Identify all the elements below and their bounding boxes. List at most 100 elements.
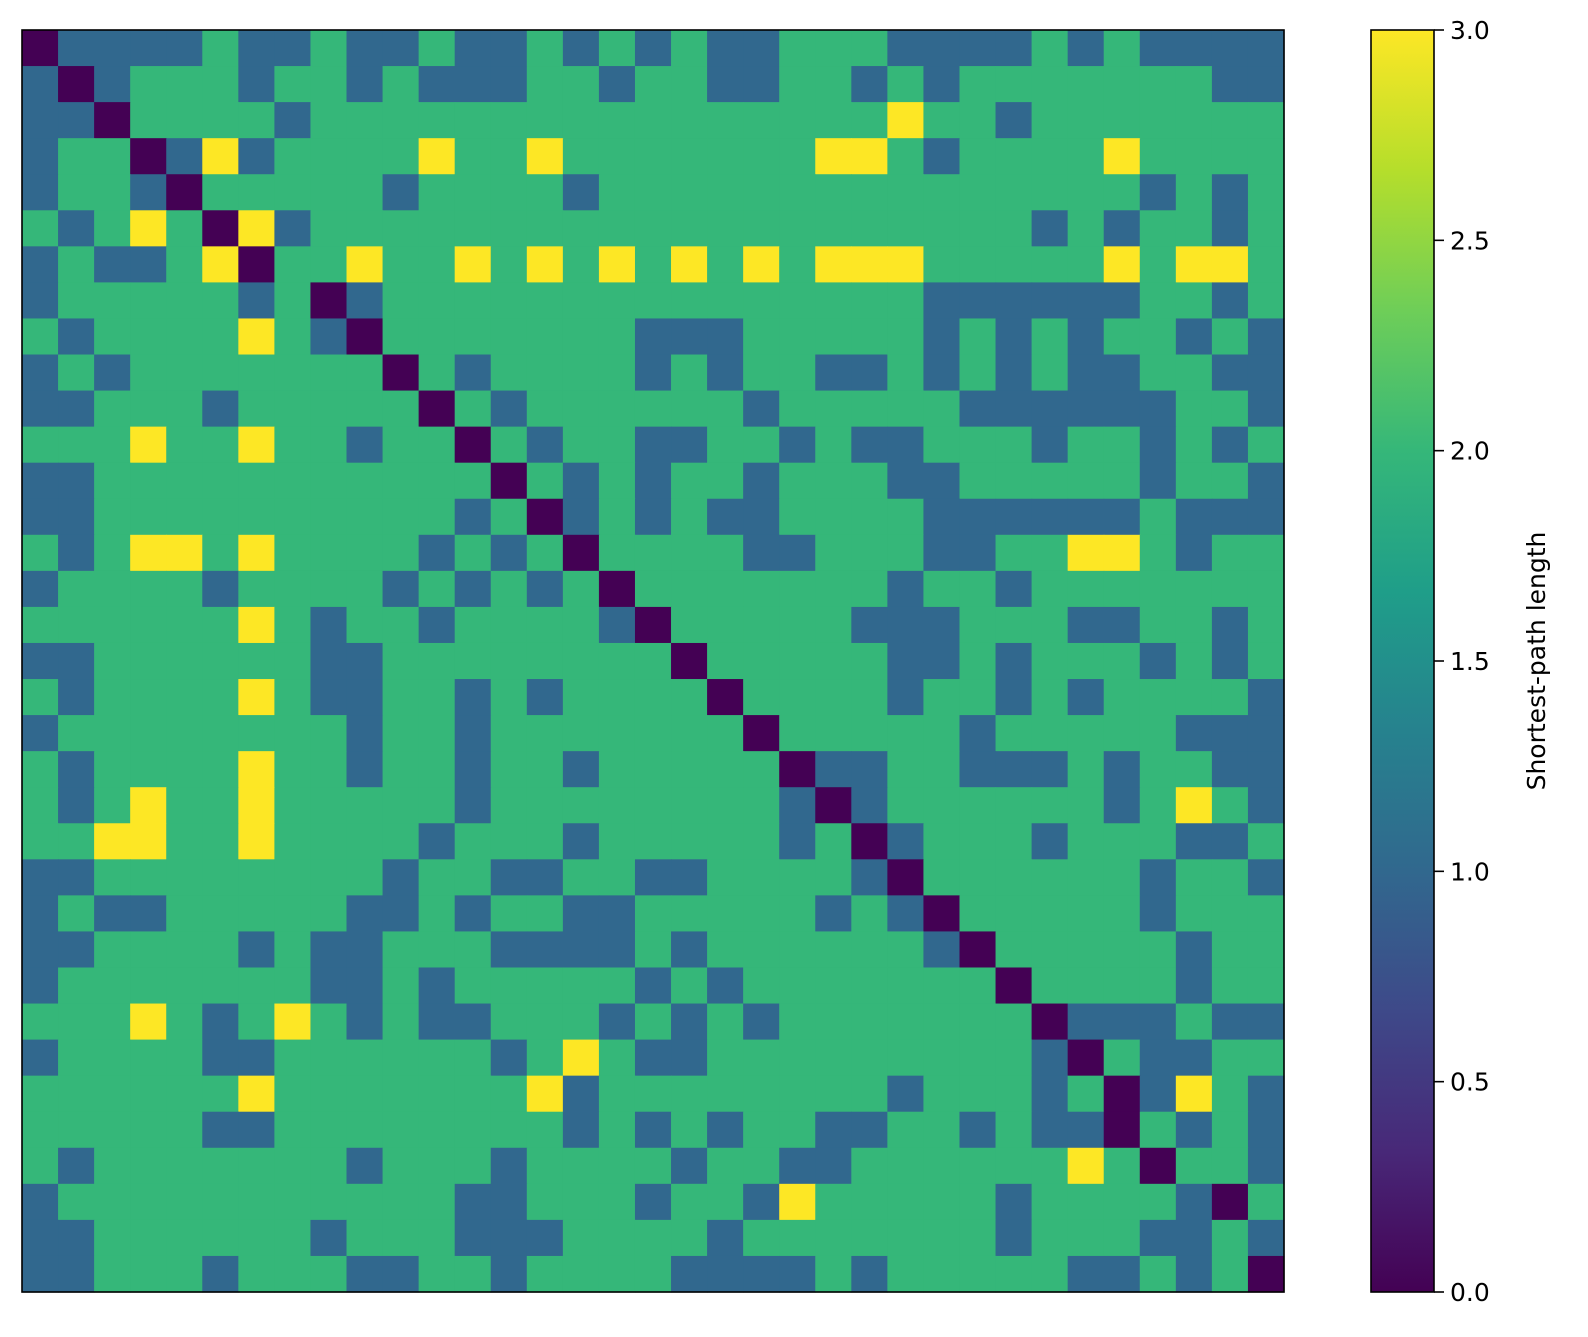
heatmap-cell <box>1211 354 1249 392</box>
heatmap-cell <box>1067 534 1105 572</box>
heatmap-cell <box>1103 787 1141 824</box>
heatmap-cell <box>1031 246 1069 283</box>
heatmap-cell <box>490 859 528 896</box>
heatmap-cell <box>166 138 203 175</box>
heatmap-cell <box>58 1003 95 1041</box>
heatmap-cell <box>707 102 744 139</box>
heatmap-cell <box>815 282 852 320</box>
heatmap-cell <box>346 498 384 536</box>
heatmap-cell <box>887 66 925 103</box>
heatmap-cell <box>1247 1039 1285 1077</box>
heatmap-cell <box>1139 642 1177 680</box>
heatmap-cell <box>598 679 636 716</box>
heatmap-cell <box>851 715 888 752</box>
heatmap-cell <box>418 282 456 320</box>
heatmap-cell <box>923 534 961 572</box>
heatmap-cell <box>526 859 564 896</box>
heatmap-cell <box>202 498 239 536</box>
heatmap-cell <box>202 174 239 211</box>
heatmap-cell <box>238 859 275 896</box>
heatmap-cell <box>743 715 780 752</box>
heatmap-cell <box>634 210 672 247</box>
heatmap-cell <box>1103 1147 1141 1185</box>
heatmap-cell <box>1211 1255 1249 1293</box>
heatmap-cell <box>130 1183 167 1221</box>
heatmap-cell <box>743 498 780 536</box>
heatmap-cell <box>671 462 708 500</box>
heatmap-cell <box>815 498 852 536</box>
heatmap-cell <box>1031 498 1069 536</box>
heatmap-cell <box>1175 354 1213 392</box>
heatmap-cell <box>238 318 275 356</box>
heatmap-cell <box>1247 1111 1285 1149</box>
heatmap-cell <box>562 1039 600 1077</box>
heatmap-cell <box>779 66 816 103</box>
heatmap-cell <box>959 534 997 572</box>
heatmap-cell <box>94 246 131 283</box>
heatmap-cell <box>166 246 203 283</box>
heatmap-cell <box>1175 390 1213 428</box>
heatmap-cell <box>58 390 95 428</box>
heatmap-cell <box>562 246 600 283</box>
heatmap-cell <box>1103 174 1141 211</box>
heatmap-cell <box>995 570 1033 608</box>
heatmap-cell <box>1139 426 1177 464</box>
heatmap-cell <box>887 102 925 139</box>
heatmap-cell <box>959 1147 997 1185</box>
heatmap-cell <box>1031 1075 1069 1113</box>
heatmap-cell <box>418 715 456 752</box>
heatmap-cell <box>274 895 312 933</box>
heatmap-cell <box>671 1183 708 1221</box>
heatmap-cell <box>598 102 636 139</box>
heatmap-cell <box>1211 1147 1249 1185</box>
heatmap-cell <box>1067 570 1105 608</box>
heatmap-cell <box>634 715 672 752</box>
heatmap-cell <box>58 751 95 788</box>
heatmap-cell <box>1247 570 1285 608</box>
heatmap-cell <box>707 679 744 716</box>
heatmap-cell <box>490 1255 528 1293</box>
heatmap-cell <box>707 859 744 896</box>
heatmap-cell <box>346 462 384 500</box>
heatmap-cell <box>887 426 925 464</box>
heatmap-cell <box>526 1255 564 1293</box>
heatmap-cell <box>58 282 95 320</box>
heatmap-cell <box>454 787 492 824</box>
heatmap-cell <box>779 1183 816 1221</box>
heatmap-cell <box>58 138 95 175</box>
heatmap-cell <box>454 1183 492 1221</box>
heatmap-cell <box>454 318 492 356</box>
heatmap-cell <box>490 30 528 67</box>
heatmap-cell <box>418 1075 456 1113</box>
heatmap-cell <box>274 823 312 860</box>
heatmap-cell <box>959 354 997 392</box>
heatmap-cell <box>382 498 420 536</box>
heatmap-cell <box>598 859 636 896</box>
heatmap-cell <box>202 246 239 283</box>
heatmap-cell <box>166 174 203 211</box>
colorbar-tick-label: 0.0 <box>1450 1278 1490 1307</box>
heatmap-cell <box>1247 390 1285 428</box>
heatmap-cell <box>923 859 961 896</box>
heatmap-cell <box>707 210 744 247</box>
heatmap-cell <box>346 30 384 67</box>
heatmap-cell <box>743 210 780 247</box>
heatmap-cell <box>851 570 888 608</box>
heatmap-cell <box>202 30 239 67</box>
heatmap-cell <box>851 859 888 896</box>
heatmap-cell <box>490 606 528 644</box>
heatmap-cell <box>130 390 167 428</box>
heatmap-cell <box>1139 1255 1177 1293</box>
heatmap-cell <box>454 102 492 139</box>
heatmap-cell <box>1031 66 1069 103</box>
heatmap-cell <box>562 1219 600 1257</box>
heatmap-cell <box>274 1075 312 1113</box>
heatmap-cell <box>995 787 1033 824</box>
heatmap-cell <box>382 751 420 788</box>
heatmap-cell <box>274 318 312 356</box>
heatmap-cell <box>707 30 744 67</box>
heatmap-cell <box>995 66 1033 103</box>
heatmap-cell <box>94 30 131 67</box>
colorbar-tick-label: 1.0 <box>1450 857 1490 886</box>
heatmap-cell <box>22 174 59 211</box>
